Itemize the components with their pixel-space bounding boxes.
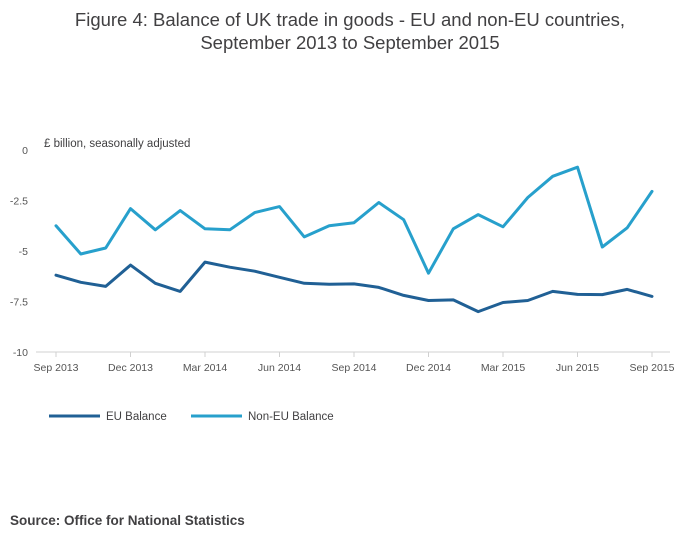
plot-lines xyxy=(54,165,654,314)
series-line-non-eu-balance xyxy=(54,165,654,275)
series-line-eu-balance xyxy=(54,260,654,314)
x-tick-label: Sep 2014 xyxy=(332,362,377,374)
legend-label-non-eu-balance: Non-EU Balance xyxy=(248,411,334,423)
legend: EU Balance Non-EU Balance xyxy=(49,411,334,423)
chart-title-line-2: September 2013 to September 2015 xyxy=(200,32,500,53)
x-tick-label: Mar 2014 xyxy=(183,362,228,374)
y-tick-label: -10 xyxy=(13,347,28,359)
x-tick-label: Sep 2013 xyxy=(34,362,79,374)
y-tick-label: -7.5 xyxy=(10,297,28,309)
legend-label-eu-balance: EU Balance xyxy=(106,411,167,423)
y-tick-label: -5 xyxy=(19,246,28,258)
x-tick-label: Dec 2014 xyxy=(406,362,451,374)
x-axis: Sep 2013 Dec 2013 Mar 2014 Jun 2014 Sep 2014… xyxy=(34,351,675,374)
source-note: Source: Office for National Statistics xyxy=(10,513,245,528)
y-axis-unit-label: £ billion, seasonally adjusted xyxy=(44,138,190,150)
x-tick-label: Jun 2014 xyxy=(258,362,301,374)
x-tick-label: Dec 2013 xyxy=(108,362,153,374)
x-tick-label: Jun 2015 xyxy=(556,362,599,374)
chart-title-line-1: Figure 4: Balance of UK trade in goods -… xyxy=(74,9,626,30)
x-tick-label: Mar 2015 xyxy=(481,362,526,374)
x-tick-label: Sep 2015 xyxy=(630,362,675,374)
chart-title: Figure 4: Balance of UK trade in goods -… xyxy=(0,8,700,54)
y-tick-label: 0 xyxy=(22,145,28,157)
y-tick-label: -2.5 xyxy=(10,196,28,208)
y-axis: 0 -2.5 -5 -7.5 -10 xyxy=(10,145,28,359)
